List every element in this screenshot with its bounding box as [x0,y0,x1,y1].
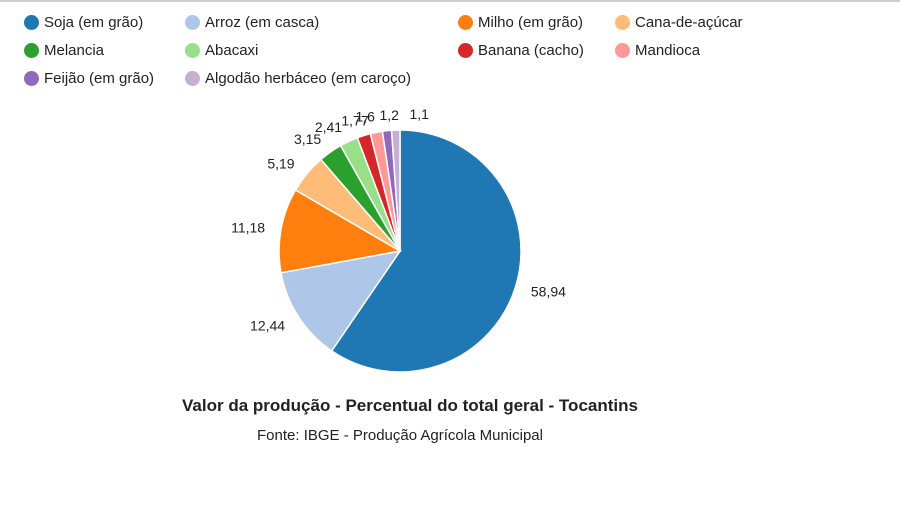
slice-value-label: 1,77 [341,112,368,128]
slice-value-label: 5,19 [267,156,294,172]
legend-item[interactable]: Feijão (em grão) [24,68,154,88]
pie-slice[interactable] [278,188,403,274]
legend-item[interactable]: Mandioca [615,40,700,60]
legend-swatch [458,14,473,30]
legend-label: Arroz (em casca) [205,13,320,31]
legend-swatch [185,14,200,30]
legend-label: Feijão (em grão) [44,69,155,87]
legend-item[interactable]: Banana (cacho) [458,40,584,60]
legend-item[interactable]: Cana-de-açúcar [615,12,743,32]
legend-item[interactable]: Melancia [24,40,104,60]
pie-chart: 58,94 12,44 11,18 5,193,152,41 1,771,6 1,2 1,1 [231,106,566,373]
legend-label: Algodão herbáceo (em caroço) [205,69,411,87]
legend-swatch [615,14,630,30]
slice-value-label: 58,94 [531,284,566,300]
legend-swatch [185,70,200,86]
legend-label: Milho (em grão) [478,13,584,31]
top-border-line [0,0,900,2]
legend-item[interactable]: Milho (em grão) [458,12,583,32]
pie-slice[interactable] [390,129,401,252]
legend-item[interactable]: Abacaxi [185,40,258,60]
slice-value-label: 1,1 [409,106,429,122]
chart-legend: Soja (em grão) Arroz (em casca) Milho (em … [0,0,900,100]
legend-swatch [24,42,39,58]
legend-label: Melancia [44,41,105,59]
slice-value-label: 1,6 [355,109,375,125]
legend-swatch [615,42,630,58]
slice-value-label: 12,44 [250,318,285,334]
legend-label: Mandioca [635,41,701,59]
slice-value-label: 11,18 [231,219,265,235]
slice-value-label: 3,15 [294,131,321,147]
chart-subtitle: Fonte: IBGE - Produção Agrícola Municipa… [257,427,543,444]
slice-value-label: 1,2 [379,107,399,123]
legend-swatch [24,14,39,30]
chart-title: Valor da produção - Percentual do total … [182,396,638,415]
legend-item[interactable]: Arroz (em casca) [185,12,319,32]
legend-swatch [458,42,473,58]
legend-item[interactable]: Soja (em grão) [24,12,143,32]
pie-slice[interactable] [280,249,402,352]
legend-item[interactable]: Algodão herbáceo (em caroço) [185,68,411,88]
pie-slice[interactable] [330,129,522,373]
legend-label: Abacaxi [205,41,259,59]
legend-label: Soja (em grão) [44,13,144,31]
legend-swatch [185,42,200,58]
legend-label: Banana (cacho) [478,41,584,59]
legend-swatch [24,70,39,86]
legend-label: Cana-de-açúcar [635,13,743,31]
slice-value-label: 2,41 [315,119,342,135]
